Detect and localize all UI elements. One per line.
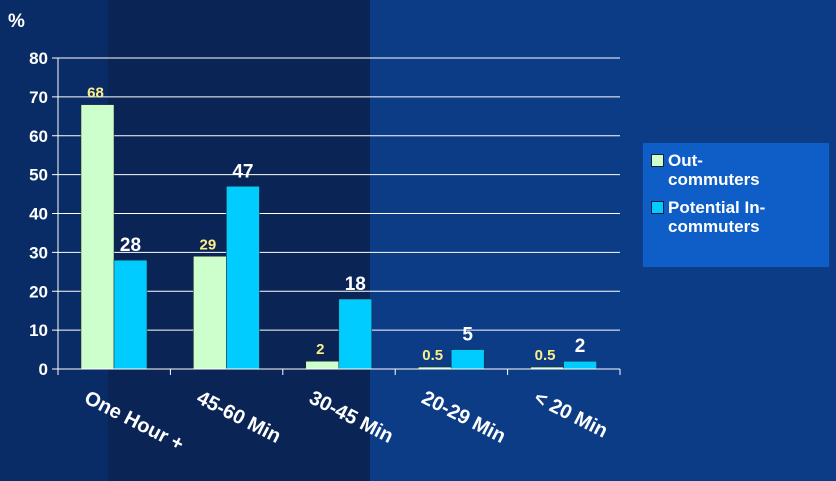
data-label-in: 18 — [345, 274, 366, 295]
bar-out-1 — [193, 256, 227, 370]
bars — [80, 104, 597, 370]
y-tick-label: 80 — [29, 49, 48, 68]
gridlines — [58, 57, 620, 331]
bar-in-3 — [450, 349, 485, 370]
bar-in-0 — [113, 259, 148, 370]
y-tick-label: 40 — [29, 205, 48, 224]
data-label-out: 0.5 — [535, 347, 556, 364]
legend: Out-commuters Potential In-commuters — [642, 142, 830, 268]
x-category-label: 20-29 Min — [418, 387, 509, 448]
y-tick-label: 10 — [29, 321, 48, 340]
bar-in-2 — [338, 298, 373, 370]
data-label-out: 29 — [200, 236, 217, 253]
y-tick-label: 20 — [29, 282, 48, 301]
data-label-in: 28 — [120, 235, 141, 256]
data-label-out: 2 — [316, 341, 324, 358]
legend-swatch-in-commuters — [651, 201, 664, 214]
y-tick-label: 50 — [29, 166, 48, 185]
y-tick-label: 60 — [29, 127, 48, 146]
bar-in-4 — [563, 360, 597, 370]
legend-item-out-commuters: Out-commuters — [651, 151, 823, 189]
data-label-in: 47 — [232, 161, 253, 182]
bar-in-1 — [226, 186, 260, 370]
y-tick-label: 30 — [29, 243, 48, 262]
y-axis-label: % — [8, 11, 25, 32]
data-label-in: 2 — [575, 336, 586, 357]
data-label-in: 5 — [462, 325, 473, 346]
bar-out-0 — [80, 104, 115, 370]
legend-label-in-commuters: Potential In-commuters — [668, 198, 766, 236]
data-label-out: 0.5 — [422, 347, 443, 364]
legend-label-out-commuters: Out-commuters — [668, 151, 760, 189]
y-tick-label: 0 — [39, 360, 48, 379]
legend-item-in-commuters: Potential In-commuters — [651, 198, 823, 236]
data-label-out: 68 — [87, 85, 104, 102]
legend-swatch-out-commuters — [651, 154, 664, 167]
x-category-label: < 20 Min — [530, 387, 611, 443]
y-tick-label: 70 — [29, 88, 48, 107]
bar-out-2 — [305, 360, 340, 370]
axes — [52, 57, 621, 375]
